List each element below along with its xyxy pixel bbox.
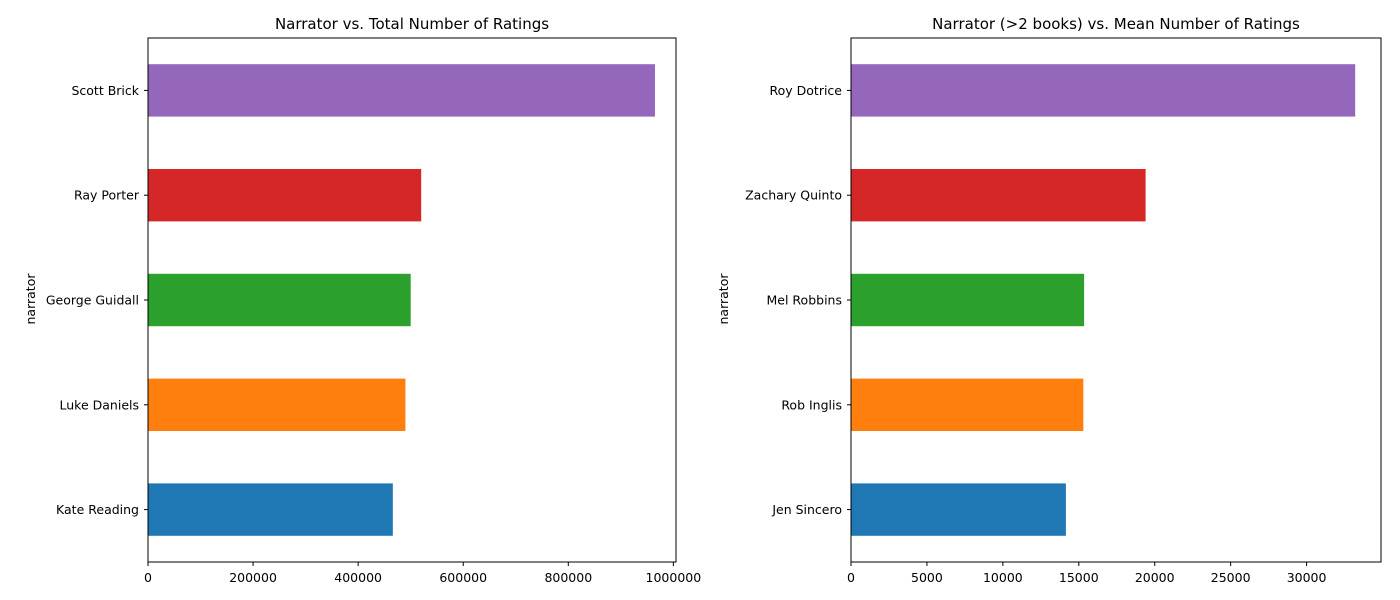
chart-right-title: Narrator (>2 books) vs. Mean Number of R… (932, 15, 1300, 33)
left-x-tick-label: 200000 (229, 570, 277, 585)
left-bar-1 (148, 378, 406, 431)
chart-left: Narrator vs. Total Number of Ratings nar… (23, 15, 701, 585)
right-x-tick-label: 20000 (1135, 570, 1175, 585)
left-bar-0 (148, 483, 393, 536)
chart-left-x-ticks: 0 200000 400000 600000 800000 1000000 (144, 562, 701, 585)
right-y-tick-label: Zachary Quinto (745, 188, 842, 203)
chart-right-bars (851, 64, 1356, 536)
left-x-tick-label: 600000 (439, 570, 487, 585)
left-x-tick-label: 400000 (334, 570, 382, 585)
left-x-tick-label: 1000000 (646, 570, 702, 585)
right-bar-0 (851, 483, 1066, 536)
right-y-tick-label: Rob Inglis (781, 397, 842, 412)
right-x-tick-label: 30000 (1287, 570, 1327, 585)
chart-left-y-ticks: Kate Reading Luke Daniels George Guidall Ra… (46, 83, 148, 517)
chart-right: Narrator (>2 books) vs. Mean Number of R… (716, 15, 1382, 585)
left-y-tick-label: Kate Reading (56, 502, 139, 517)
left-y-tick-label: George Guidall (46, 293, 139, 308)
right-x-tick-label: 0 (847, 570, 855, 585)
left-bar-2 (148, 273, 411, 327)
right-bar-1 (851, 378, 1084, 431)
right-y-tick-label: Mel Robbins (767, 293, 842, 308)
left-bar-3 (148, 169, 422, 222)
right-y-tick-label: Jen Sincero (771, 502, 842, 517)
chart-right-y-ticks: Jen Sincero Rob Inglis Mel Robbins Zachary … (745, 83, 851, 517)
right-bar-2 (851, 273, 1085, 327)
chart-left-bars (148, 64, 655, 536)
right-bar-3 (851, 169, 1146, 222)
right-x-tick-label: 10000 (983, 570, 1023, 585)
chart-left-plot-frame (147, 37, 677, 563)
right-x-tick-label: 25000 (1211, 570, 1251, 585)
right-x-tick-label: 15000 (1059, 570, 1099, 585)
chart-right-plot-frame (850, 37, 1382, 563)
chart-right-y-axis-label: narrator (716, 273, 731, 325)
right-y-tick-label: Roy Dotrice (770, 83, 843, 98)
left-y-tick-label: Scott Brick (71, 83, 139, 98)
left-y-tick-label: Ray Porter (74, 188, 140, 203)
chart-left-y-axis-label: narrator (23, 273, 38, 325)
chart-left-title: Narrator vs. Total Number of Ratings (275, 15, 549, 33)
chart-right-x-ticks: 0 5000 10000 15000 20000 25000 30000 (847, 562, 1327, 585)
left-x-tick-label: 0 (144, 570, 152, 585)
left-bar-4 (148, 64, 655, 117)
left-y-tick-label: Luke Daniels (60, 397, 139, 412)
right-x-tick-label: 5000 (911, 570, 943, 585)
right-bar-4 (851, 64, 1356, 117)
left-x-tick-label: 800000 (544, 570, 592, 585)
